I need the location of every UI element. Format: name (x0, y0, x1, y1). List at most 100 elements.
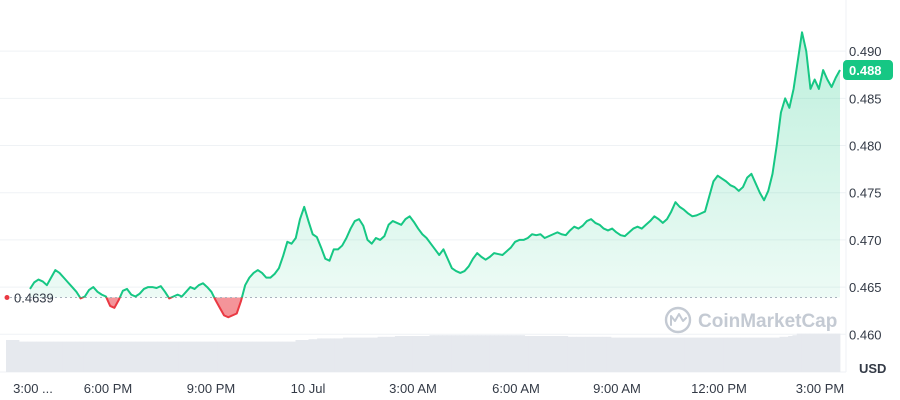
volume-bar (779, 336, 785, 372)
volume-bar (377, 336, 383, 372)
volume-bar (334, 338, 340, 372)
volume-bar (152, 341, 158, 372)
volume-bar (304, 340, 309, 372)
volume-bar (105, 341, 111, 372)
volume-bar (209, 341, 214, 372)
volume-bar (671, 337, 677, 372)
volume-bar (442, 335, 448, 372)
volume-bar (485, 335, 491, 372)
volume-bar (347, 337, 353, 372)
volume-bar (187, 341, 193, 372)
volume-bar (204, 341, 210, 372)
volume-bar (321, 338, 327, 372)
volume-bar (714, 337, 720, 372)
x-tick-label: 10 Jul (291, 381, 326, 396)
volume-bar (433, 335, 439, 372)
volume-bar (511, 335, 517, 372)
volume-bar (256, 341, 262, 372)
volume-bar (753, 337, 759, 372)
volume-bar (325, 338, 331, 372)
volume-bar (719, 337, 724, 372)
volume-bar (537, 336, 543, 372)
volume-bar (131, 341, 137, 372)
current-price-tag-text: 0.488 (849, 63, 882, 78)
volume-bar (174, 341, 180, 372)
price-area-up (30, 32, 840, 298)
reference-price-label: 0.4639 (14, 290, 54, 305)
volume-bar (481, 335, 487, 372)
volume-bar (412, 336, 417, 372)
volume-bar (749, 337, 754, 372)
volume-bar (295, 340, 301, 372)
volume-bar (498, 335, 504, 372)
volume-bar (403, 336, 409, 372)
volume-bar (541, 336, 547, 372)
price-line-up (29, 31, 841, 298)
volume-bar (88, 341, 93, 372)
volume-bar (792, 335, 798, 372)
volume-bar (360, 337, 366, 372)
x-tick-label: 9:00 AM (593, 381, 641, 396)
x-tick-label: 9:00 PM (187, 381, 235, 396)
volume-bar (83, 341, 89, 372)
volume-bar (585, 336, 590, 372)
volume-bar (62, 341, 67, 372)
volume-bar (373, 337, 379, 372)
volume-bar (757, 337, 763, 372)
volume-bar (139, 341, 145, 372)
volume-bar (701, 337, 707, 372)
volume-bar (243, 341, 249, 372)
volume-bar (429, 335, 435, 372)
volume-bar (109, 341, 115, 372)
volume-bar (101, 341, 106, 372)
volume-bar (641, 337, 646, 372)
volume-bar (615, 337, 621, 372)
volume-bar (148, 341, 154, 372)
volume-bar (602, 336, 608, 372)
volume-bar (528, 336, 534, 372)
volume-bar (628, 337, 633, 372)
volume-bar (446, 335, 452, 372)
volume-bar (464, 335, 469, 372)
volume-bar (554, 336, 560, 372)
volume-bar (472, 335, 478, 372)
volume-bar (515, 335, 521, 372)
volume-bar (75, 341, 80, 372)
volume-bar (684, 337, 690, 372)
volume-bar (451, 335, 456, 372)
volume-bar (835, 333, 841, 372)
volume-bar (459, 335, 465, 372)
volume-bar (567, 336, 573, 372)
volume-bar (533, 336, 538, 372)
volume-bar (126, 341, 132, 372)
volume-bar (589, 336, 595, 372)
volume-bar (260, 341, 266, 372)
volume-bar (226, 341, 232, 372)
volume-bar (79, 341, 85, 372)
volume-bar (235, 341, 240, 372)
volume-bar (96, 341, 102, 372)
volume-bar (438, 335, 443, 372)
volume-bar (775, 337, 780, 372)
volume-bar (814, 333, 819, 372)
x-axis-ticks: 3:00 ... 6:00 PM 9:00 PM 10 Jul 3:00 AM 6:00 … (13, 381, 844, 396)
currency-label: USD (859, 361, 886, 376)
volume-bar (667, 337, 672, 372)
volume-bar (273, 341, 279, 372)
volume-bar (157, 341, 162, 372)
volume-bar (636, 337, 642, 372)
volume-bar (455, 335, 461, 372)
watermark-text: CoinMarketCap (698, 311, 837, 332)
current-price-tag-background (843, 60, 893, 81)
y-axis-ticks: 0.460 0.465 0.470 0.475 0.480 0.485 0.490 (849, 44, 882, 342)
volume-bar (576, 336, 582, 372)
volume-bar (710, 337, 716, 372)
volume-bar (308, 339, 314, 372)
volume-bar (144, 341, 150, 372)
volume-bar (196, 341, 201, 372)
y-tick-label: 0.480 (849, 139, 882, 154)
volume-bar (381, 336, 387, 372)
volume-bar (416, 336, 422, 372)
volume-bar (502, 335, 508, 372)
volume-bar (44, 341, 50, 372)
